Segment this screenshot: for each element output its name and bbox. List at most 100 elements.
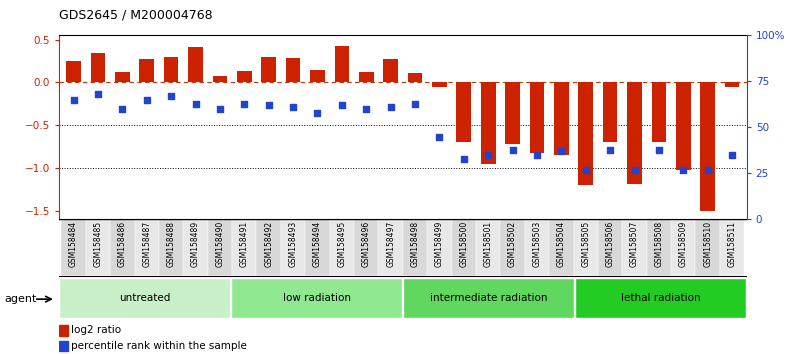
- Point: [409, 101, 421, 106]
- Text: GSM158496: GSM158496: [362, 221, 371, 267]
- Bar: [574, 219, 598, 276]
- Bar: [549, 219, 574, 276]
- Point: [92, 91, 105, 97]
- Point: [652, 147, 665, 152]
- Bar: [428, 219, 452, 276]
- Text: GSM158498: GSM158498: [410, 221, 420, 267]
- Bar: [603, 82, 618, 142]
- Bar: [408, 73, 422, 82]
- Text: GSM158509: GSM158509: [679, 221, 688, 267]
- Bar: [110, 219, 134, 276]
- Point: [384, 104, 397, 110]
- Bar: [208, 219, 232, 276]
- Bar: [481, 82, 495, 164]
- Text: lethal radiation: lethal radiation: [621, 293, 700, 303]
- Bar: [696, 219, 720, 276]
- Bar: [262, 57, 276, 82]
- Bar: [134, 219, 159, 276]
- Bar: [115, 72, 130, 82]
- Text: GSM158486: GSM158486: [118, 221, 127, 267]
- Text: GSM158506: GSM158506: [606, 221, 615, 267]
- Point: [725, 152, 738, 158]
- Bar: [61, 219, 86, 276]
- Bar: [286, 58, 300, 82]
- Bar: [329, 219, 354, 276]
- Bar: [188, 46, 203, 82]
- Text: untreated: untreated: [119, 293, 171, 303]
- Text: low radiation: low radiation: [283, 293, 351, 303]
- Point: [433, 134, 446, 139]
- Point: [506, 147, 519, 152]
- Bar: [452, 219, 476, 276]
- Bar: [720, 219, 744, 276]
- Bar: [647, 219, 671, 276]
- Bar: [139, 58, 154, 82]
- Bar: [183, 219, 208, 276]
- Bar: [163, 57, 178, 82]
- Text: GSM158495: GSM158495: [337, 221, 347, 267]
- Point: [165, 93, 178, 99]
- Point: [214, 106, 226, 112]
- Text: GSM158497: GSM158497: [386, 221, 395, 267]
- Point: [604, 147, 616, 152]
- Text: intermediate radiation: intermediate radiation: [430, 293, 548, 303]
- Bar: [159, 219, 183, 276]
- Point: [555, 149, 567, 154]
- Bar: [676, 82, 691, 170]
- Point: [336, 103, 348, 108]
- Text: log2 ratio: log2 ratio: [71, 325, 121, 336]
- Bar: [384, 59, 398, 82]
- Point: [628, 167, 641, 173]
- Text: GSM158491: GSM158491: [240, 221, 249, 267]
- Text: GSM158499: GSM158499: [435, 221, 444, 267]
- Text: GSM158489: GSM158489: [191, 221, 200, 267]
- Bar: [627, 82, 642, 183]
- Point: [287, 104, 299, 110]
- Bar: [60, 278, 230, 318]
- Bar: [623, 219, 647, 276]
- Bar: [554, 82, 568, 155]
- Text: GSM158484: GSM158484: [69, 221, 78, 267]
- Bar: [378, 219, 402, 276]
- Point: [141, 97, 153, 103]
- Bar: [59, 325, 68, 336]
- Bar: [501, 219, 525, 276]
- Point: [579, 167, 592, 173]
- Bar: [305, 219, 329, 276]
- Bar: [457, 82, 471, 142]
- Point: [311, 110, 324, 115]
- Bar: [232, 219, 256, 276]
- Bar: [256, 219, 281, 276]
- Text: GSM158508: GSM158508: [655, 221, 663, 267]
- Bar: [578, 82, 593, 185]
- Bar: [671, 219, 696, 276]
- Text: percentile rank within the sample: percentile rank within the sample: [71, 341, 247, 351]
- Text: GSM158488: GSM158488: [167, 221, 175, 267]
- Bar: [402, 219, 428, 276]
- Text: agent: agent: [4, 294, 36, 304]
- Point: [238, 101, 251, 106]
- Bar: [212, 76, 227, 82]
- Bar: [359, 72, 373, 82]
- Point: [189, 101, 202, 106]
- Bar: [281, 219, 305, 276]
- Bar: [700, 82, 715, 211]
- Point: [360, 106, 373, 112]
- Bar: [59, 341, 68, 351]
- Point: [116, 106, 129, 112]
- Bar: [432, 82, 446, 87]
- Text: GSM158500: GSM158500: [459, 221, 468, 267]
- Point: [531, 152, 543, 158]
- Point: [68, 97, 80, 103]
- Text: GSM158487: GSM158487: [142, 221, 151, 267]
- Text: GSM158507: GSM158507: [630, 221, 639, 267]
- Bar: [403, 278, 575, 318]
- Bar: [310, 70, 325, 82]
- Bar: [90, 52, 105, 82]
- Text: GSM158505: GSM158505: [581, 221, 590, 267]
- Text: GSM158501: GSM158501: [483, 221, 493, 267]
- Bar: [237, 70, 252, 82]
- Bar: [725, 82, 740, 87]
- Text: GDS2645 / M200004768: GDS2645 / M200004768: [59, 9, 212, 22]
- Text: GSM158503: GSM158503: [532, 221, 542, 267]
